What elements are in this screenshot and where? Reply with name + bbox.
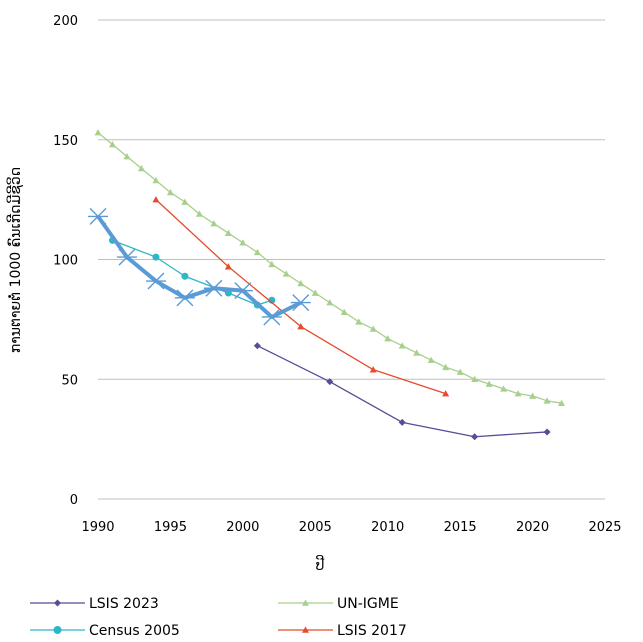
legend-marker: [302, 626, 309, 633]
data-point: [94, 129, 102, 136]
data-point: [253, 342, 261, 350]
legend-item: LSIS 2023: [30, 596, 159, 612]
y-axis-title: ການຕາຍຕໍ່ 1000 ຄົນເກີດມີຊີວິດ: [6, 167, 24, 353]
data-point: [384, 335, 392, 342]
legend-marker: [54, 599, 61, 607]
x-tick-label: 2015: [444, 520, 477, 535]
data-point: [311, 289, 319, 296]
x-tick-label: 2025: [588, 520, 621, 535]
legend-label: LSIS 2023: [89, 596, 159, 612]
data-point: [529, 392, 537, 399]
x-tick-label: 1995: [154, 520, 187, 535]
data-point: [116, 248, 137, 266]
x-axis-ticks: 1990 1995 2000 2005 2010 2015 2020 2025: [81, 520, 621, 535]
data-point: [297, 323, 305, 330]
data-point: [398, 342, 406, 349]
data-point: [152, 176, 160, 184]
series-un-igme: [94, 129, 566, 406]
data-point: [181, 272, 189, 280]
series-layer: [88, 129, 566, 441]
legend-label: UN-IGME: [337, 596, 399, 612]
data-point: [210, 220, 218, 227]
data-point: [152, 253, 160, 261]
data-point: [485, 380, 493, 387]
data-point: [224, 263, 232, 270]
legend-item: UN-IGME: [278, 596, 399, 612]
gridlines: [98, 19, 605, 500]
data-point: [427, 356, 435, 363]
y-tick-label: 200: [53, 14, 78, 29]
data-point: [326, 299, 334, 306]
data-point: [297, 279, 305, 287]
series-lsis-2017: [152, 196, 450, 397]
x-tick-label: 2010: [371, 520, 404, 535]
legend-marker: [302, 599, 309, 606]
data-point: [471, 375, 479, 383]
data-point: [88, 207, 108, 225]
data-point: [290, 294, 311, 312]
data-point: [232, 282, 253, 300]
legend-item: Census 2005: [30, 623, 180, 639]
data-point: [514, 390, 522, 397]
data-point: [174, 289, 195, 307]
legend: LSIS 2023 UN-IGME Census 2005 LSIS 2017: [30, 596, 407, 639]
data-point: [398, 418, 406, 426]
series-line: [97, 132, 562, 404]
y-axis-ticks: 0 50 100 150 200: [53, 14, 78, 508]
data-point: [558, 399, 566, 406]
data-point: [166, 188, 174, 196]
data-point: [181, 198, 189, 205]
series-lsis-2023: [253, 342, 551, 441]
x-tick-label: 1990: [81, 520, 114, 535]
data-point: [203, 279, 224, 297]
y-tick-label: 150: [53, 134, 78, 149]
data-point: [456, 368, 464, 375]
data-point: [145, 272, 166, 290]
data-point: [442, 390, 450, 397]
data-point: [224, 229, 232, 236]
y-tick-label: 0: [70, 493, 78, 508]
x-tick-label: 2000: [226, 520, 259, 535]
data-point: [137, 164, 145, 172]
legend-marker: [53, 626, 62, 634]
data-point: [369, 366, 377, 373]
data-point: [152, 196, 160, 203]
series-line: [155, 199, 446, 395]
y-tick-label: 100: [53, 254, 78, 269]
data-point: [340, 308, 348, 315]
data-point: [253, 248, 261, 256]
data-point: [239, 239, 247, 246]
data-point: [108, 141, 116, 148]
data-point: [543, 397, 551, 404]
series-unlabeled: [88, 207, 311, 326]
data-point: [195, 210, 203, 217]
legend-item: LSIS 2017: [278, 623, 407, 639]
x-tick-label: 2020: [516, 520, 549, 535]
x-tick-label: 2005: [299, 520, 332, 535]
legend-label: LSIS 2017: [337, 623, 407, 639]
y-tick-label: 50: [61, 373, 78, 388]
data-point: [268, 260, 276, 268]
data-point: [442, 363, 450, 371]
data-point: [369, 325, 377, 332]
x-axis-title: ປີ: [315, 554, 324, 574]
data-point: [471, 433, 479, 441]
data-point: [326, 378, 334, 386]
data-point: [543, 428, 551, 436]
data-point: [500, 385, 508, 392]
data-point: [355, 318, 363, 325]
legend-label: Census 2005: [89, 623, 180, 639]
data-point: [282, 270, 290, 277]
data-point: [123, 153, 131, 160]
data-point: [413, 349, 421, 356]
data-point: [261, 308, 282, 326]
